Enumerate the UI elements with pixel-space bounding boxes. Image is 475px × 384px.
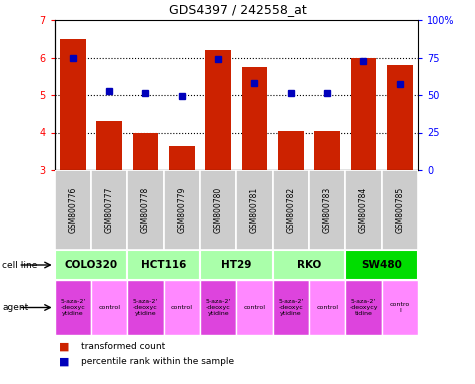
Bar [55, 250, 127, 280]
Text: GSM800778: GSM800778 [141, 187, 150, 233]
Text: RKO: RKO [297, 260, 321, 270]
Bar [387, 65, 413, 170]
Text: GSM800781: GSM800781 [250, 187, 259, 233]
Text: contro
l: contro l [390, 302, 410, 313]
Bar [381, 170, 418, 250]
Bar [242, 67, 267, 170]
Bar [345, 250, 418, 280]
Text: percentile rank within the sample: percentile rank within the sample [81, 358, 234, 366]
Text: COLO320: COLO320 [65, 260, 117, 270]
Text: GSM800782: GSM800782 [286, 187, 295, 233]
Text: 5-aza-2'
-deoxyc
ytidine: 5-aza-2' -deoxyc ytidine [206, 299, 231, 316]
Text: GSM800780: GSM800780 [214, 187, 223, 233]
Text: GSM800777: GSM800777 [104, 187, 114, 233]
Text: control: control [316, 305, 338, 310]
Text: SW480: SW480 [361, 260, 402, 270]
Bar [55, 170, 91, 250]
Text: GSM800783: GSM800783 [323, 187, 332, 233]
Bar [314, 131, 340, 170]
Bar [91, 170, 127, 250]
Bar [309, 170, 345, 250]
Bar [163, 170, 200, 250]
Bar [273, 280, 309, 335]
Text: cell line: cell line [2, 260, 38, 270]
Text: ■: ■ [59, 341, 70, 351]
Text: agent: agent [2, 303, 28, 312]
Text: control: control [98, 305, 120, 310]
Text: control: control [244, 305, 266, 310]
Bar [163, 280, 200, 335]
Bar [127, 250, 200, 280]
Bar [237, 170, 273, 250]
Bar [345, 280, 381, 335]
Bar [381, 280, 418, 335]
Bar [127, 280, 163, 335]
Bar [200, 280, 237, 335]
Bar [205, 50, 231, 170]
Text: ■: ■ [59, 357, 70, 367]
Bar [91, 280, 127, 335]
Text: GSM800779: GSM800779 [177, 187, 186, 233]
Bar [345, 170, 381, 250]
Bar [237, 280, 273, 335]
Bar [133, 132, 158, 170]
Text: HT29: HT29 [221, 260, 251, 270]
Text: GSM800785: GSM800785 [395, 187, 404, 233]
Bar [309, 280, 345, 335]
Bar [273, 170, 309, 250]
Text: transformed count: transformed count [81, 342, 165, 351]
Text: HCT116: HCT116 [141, 260, 186, 270]
Text: 5-aza-2'
-deoxyc
ytidine: 5-aza-2' -deoxyc ytidine [60, 299, 86, 316]
Bar [60, 39, 86, 170]
Text: GSM800776: GSM800776 [68, 187, 77, 233]
Text: 5-aza-2'
-deoxyc
ytidine: 5-aza-2' -deoxyc ytidine [133, 299, 158, 316]
Text: GDS4397 / 242558_at: GDS4397 / 242558_at [169, 3, 306, 17]
Text: 5-aza-2'
-deoxycy
tidine: 5-aza-2' -deoxycy tidine [349, 299, 378, 316]
Bar [278, 131, 304, 170]
Bar [127, 170, 163, 250]
Bar [55, 280, 91, 335]
Bar [273, 250, 345, 280]
Bar [169, 146, 195, 170]
Text: 5-aza-2'
-deoxyc
ytidine: 5-aza-2' -deoxyc ytidine [278, 299, 304, 316]
Bar [200, 250, 273, 280]
Text: GSM800784: GSM800784 [359, 187, 368, 233]
Bar [96, 121, 122, 170]
Text: control: control [171, 305, 193, 310]
Bar [351, 58, 376, 170]
Bar [200, 170, 237, 250]
